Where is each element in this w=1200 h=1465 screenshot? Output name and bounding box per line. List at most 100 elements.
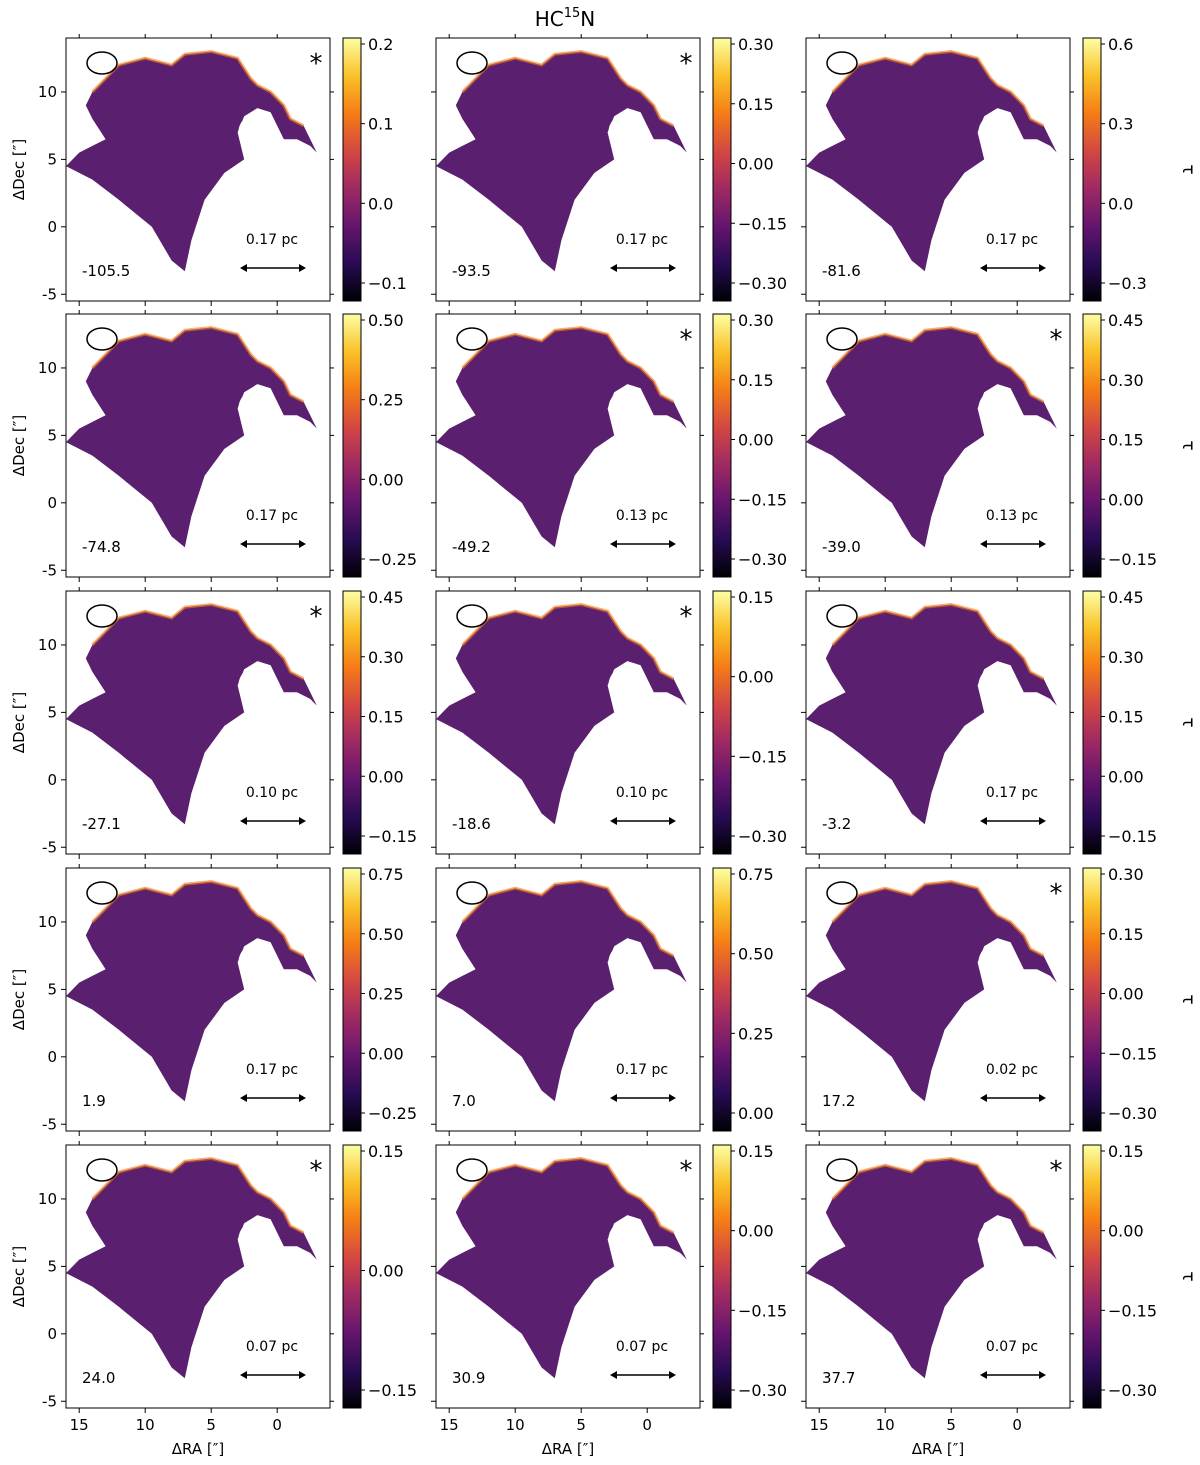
colorbar-tick-label: 0.15 bbox=[368, 708, 404, 727]
velocity-label: -3.2 bbox=[822, 815, 851, 833]
colorbar-tick-label: 0.00 bbox=[738, 1222, 774, 1241]
y-tick-label: 5 bbox=[47, 426, 57, 444]
tau-map-region bbox=[806, 604, 1057, 825]
scale-arrowheads bbox=[980, 1094, 1046, 1102]
y-tick-label: 0 bbox=[47, 218, 57, 236]
colorbar-tick-label: 0.15 bbox=[738, 1142, 774, 1161]
beam-ellipse-icon bbox=[826, 51, 858, 75]
colorbar-tick-label: −0.15 bbox=[368, 827, 417, 846]
map-edge-emission bbox=[461, 602, 675, 681]
colorbar-tick-label: 0.30 bbox=[738, 311, 774, 330]
panel: -74.8 0.17 pc -5 0 5 10 ΔDec [″] 0.50 0.25 0.00 −0… bbox=[10, 310, 417, 582]
x-tick-label: 15 bbox=[70, 1416, 89, 1434]
colorbar-tick-label: 0.00 bbox=[368, 1262, 404, 1281]
scale-arrowheads bbox=[610, 817, 676, 825]
map-edge-emission bbox=[831, 325, 1045, 404]
panel: * 30.9 0.07 pc 15 10 5 0 ΔRA [″] 0.15 0.00 −0.15 −0… bbox=[431, 1141, 787, 1458]
panel: * -39.0 0.13 pc 0.45 0.30 0.15 0.00 −0.15 τ bbox=[801, 310, 1198, 582]
x-tick-label: 15 bbox=[440, 1416, 459, 1434]
y-tick-label: -5 bbox=[42, 1392, 57, 1410]
y-axis-label: ΔDec [″] bbox=[10, 692, 28, 753]
panel-frame bbox=[805, 867, 1071, 1132]
colorbar-label: τ bbox=[1178, 717, 1198, 727]
scale-label: 0.07 pc bbox=[246, 1339, 298, 1355]
map-edge-emission bbox=[461, 49, 675, 128]
panel-grid: * -105.5 0.17 pc -5 0 5 10 ΔDec [″] 0.2 0.1 0.0 −0.… bbox=[10, 34, 1198, 1458]
scale-label: 0.07 pc bbox=[616, 1339, 668, 1355]
colorbar-tick-label: −0.15 bbox=[1108, 550, 1157, 569]
colorbar-tick-label: 0.00 bbox=[738, 431, 774, 450]
map-edge-emission bbox=[831, 879, 1045, 958]
colorbar-tick-label: 0.75 bbox=[738, 865, 774, 884]
x-axis-label: ΔRA [″] bbox=[912, 1440, 964, 1458]
colorbar-tick-label: −0.30 bbox=[738, 550, 787, 569]
panel: -81.6 0.17 pc 0.6 0.3 0.0 −0.3 τ bbox=[801, 34, 1198, 306]
scale-arrowheads bbox=[240, 1371, 306, 1379]
scale-label: 0.17 pc bbox=[986, 785, 1038, 801]
colorbar-tick-label: 0.00 bbox=[368, 1044, 404, 1063]
colorbar-tick-label: −0.25 bbox=[368, 1104, 417, 1123]
colorbar-tick-label: −0.30 bbox=[738, 827, 787, 846]
velocity-label: 24.0 bbox=[82, 1369, 115, 1387]
panel-frame bbox=[805, 313, 1071, 578]
colorbar-tick-label: 0.25 bbox=[368, 391, 404, 410]
x-axis-label: ΔRA [″] bbox=[542, 1440, 594, 1458]
colorbar-tick-label: 0.25 bbox=[738, 1024, 774, 1043]
colorbar-tick-label: −0.25 bbox=[368, 550, 417, 569]
colorbar-tick-label: 0.30 bbox=[738, 35, 774, 54]
map-edge-emission bbox=[461, 1156, 675, 1235]
velocity-label: -27.1 bbox=[82, 815, 121, 833]
colorbar-tick-label: −0.15 bbox=[1108, 1044, 1157, 1063]
colorbar-tick-label: 0.30 bbox=[1108, 371, 1144, 390]
scale-label: 0.17 pc bbox=[246, 232, 298, 248]
star-marker: * bbox=[680, 325, 693, 355]
y-tick-label: 5 bbox=[47, 980, 57, 998]
scale-label: 0.17 pc bbox=[246, 1062, 298, 1078]
y-axis-label: ΔDec [″] bbox=[10, 139, 28, 200]
y-tick-label: 10 bbox=[38, 359, 57, 377]
colorbar-tick-label: 0.00 bbox=[1108, 767, 1144, 786]
colorbar-tick-label: 0.15 bbox=[1108, 431, 1144, 450]
colorbar-tick-label: 0.00 bbox=[738, 1104, 774, 1123]
colorbar bbox=[1082, 1144, 1102, 1409]
colorbar-tick-label: −0.15 bbox=[738, 747, 787, 766]
star-marker: * bbox=[310, 602, 323, 632]
colorbar bbox=[342, 867, 362, 1132]
velocity-label: -18.6 bbox=[452, 815, 491, 833]
colorbar bbox=[1082, 37, 1102, 302]
tau-map-region bbox=[66, 881, 317, 1102]
beam-ellipse-icon bbox=[86, 604, 118, 628]
star-marker: * bbox=[1050, 879, 1063, 909]
tau-map-region bbox=[66, 1158, 317, 1379]
colorbar bbox=[342, 313, 362, 578]
panel-frame bbox=[435, 1144, 701, 1409]
tau-map-region bbox=[66, 327, 317, 548]
panel-frame bbox=[805, 1144, 1071, 1409]
colorbar-tick-label: −0.30 bbox=[738, 1381, 787, 1400]
colorbar-tick-label: −0.1 bbox=[368, 274, 407, 293]
scale-arrowheads bbox=[240, 1094, 306, 1102]
colorbar-tick-label: −0.15 bbox=[738, 490, 787, 509]
scale-label: 0.17 pc bbox=[246, 508, 298, 524]
panel-frame bbox=[435, 37, 701, 302]
scale-arrowheads bbox=[610, 540, 676, 548]
colorbar bbox=[342, 1144, 362, 1409]
panel: * -105.5 0.17 pc -5 0 5 10 ΔDec [″] 0.2 0.1 0.0 −0.… bbox=[10, 34, 407, 306]
x-tick-label: 5 bbox=[206, 1416, 216, 1434]
panel-frame bbox=[805, 37, 1071, 302]
panel-frame bbox=[65, 590, 331, 855]
star-marker: * bbox=[680, 1156, 693, 1186]
colorbar-tick-label: 0.45 bbox=[368, 588, 404, 607]
colorbar-tick-label: −0.3 bbox=[1108, 274, 1147, 293]
colorbar-tick-label: 0.30 bbox=[368, 648, 404, 667]
tau-map-region bbox=[436, 604, 687, 825]
map-gap bbox=[238, 943, 277, 982]
scale-label: 0.17 pc bbox=[616, 232, 668, 248]
beam-ellipse-icon bbox=[456, 1158, 488, 1182]
beam-ellipse-icon bbox=[86, 881, 118, 905]
scale-label: 0.13 pc bbox=[616, 508, 668, 524]
x-tick-label: 10 bbox=[136, 1416, 155, 1434]
map-edge-emission bbox=[91, 1156, 305, 1235]
colorbar-tick-label: −0.30 bbox=[738, 274, 787, 293]
panel: * -27.1 0.10 pc -5 0 5 10 ΔDec [″] 0.45 0.30 0.15 0… bbox=[10, 587, 417, 859]
